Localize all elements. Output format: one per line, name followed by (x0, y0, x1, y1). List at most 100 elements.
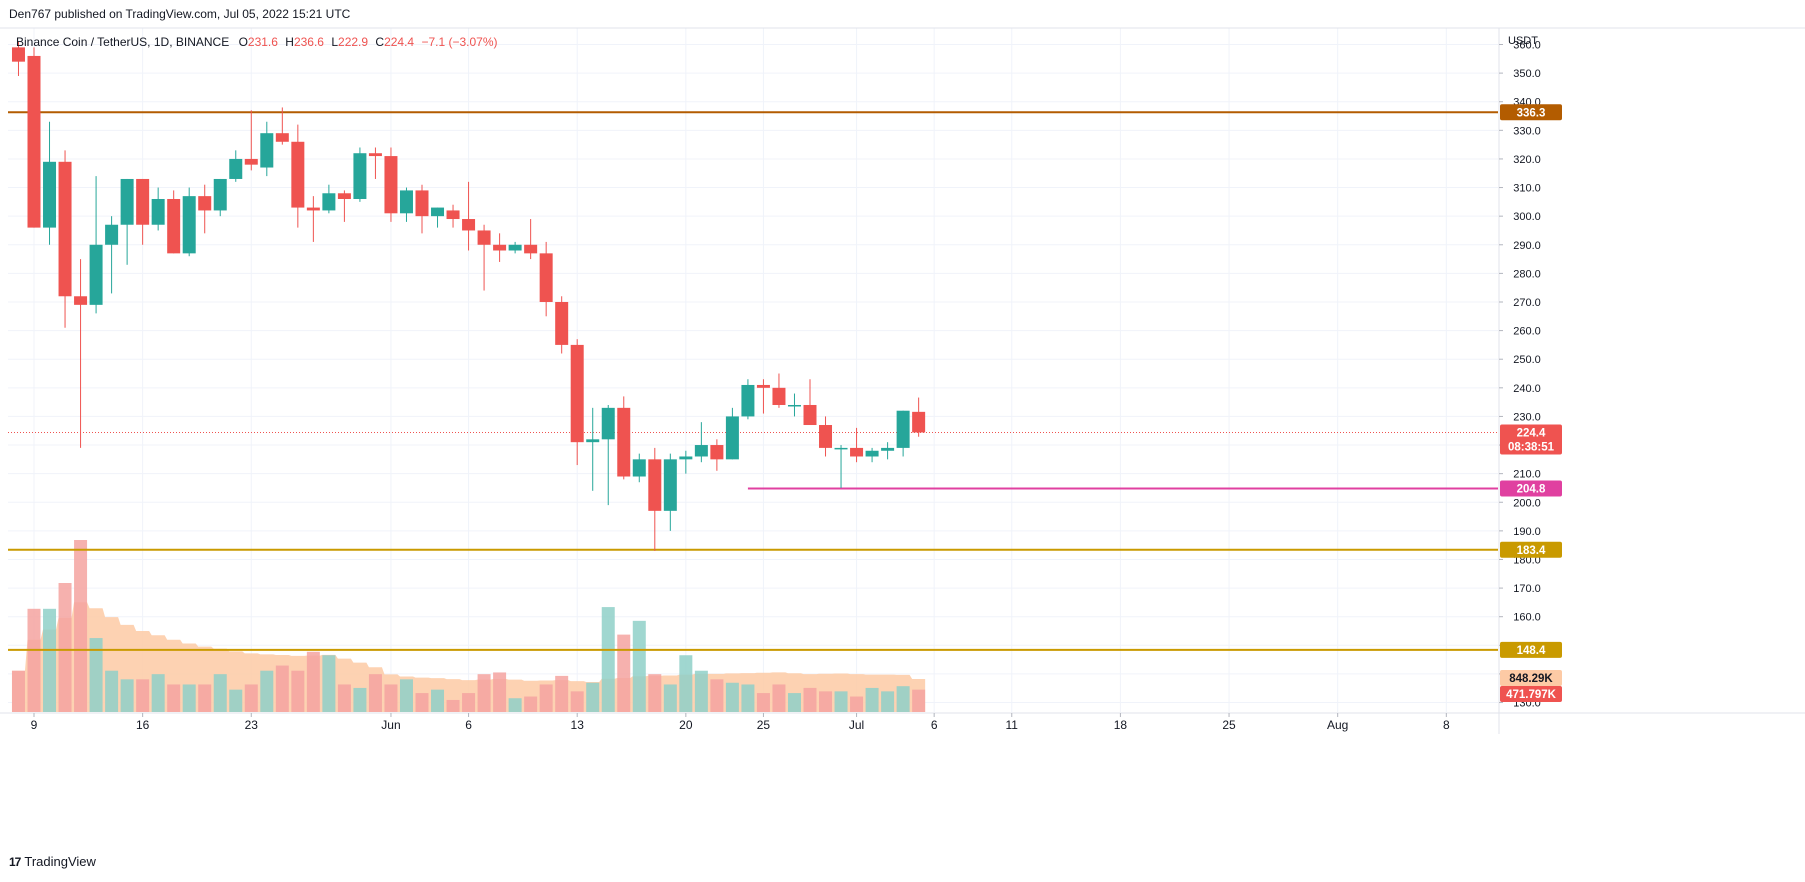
volume-bar (384, 684, 398, 712)
last-price-badge: 224.4 08:38:51 (1500, 424, 1562, 455)
candle-body (275, 133, 289, 142)
price-tick-label: 260.0 (1513, 326, 1541, 338)
time-tick-label: Jun (381, 718, 400, 732)
price-tick-label: 300.0 (1513, 211, 1541, 223)
candle-body (213, 178, 227, 211)
symbol-title[interactable]: Binance Coin / TetherUS, 1D, BINANCE (16, 35, 230, 49)
candle-body (648, 459, 662, 511)
candle-body (198, 196, 212, 211)
volume-bar (663, 684, 677, 712)
candle-body (694, 445, 708, 457)
footer-brand[interactable]: 17 TradingView (9, 854, 96, 869)
candle-body (322, 193, 336, 211)
volume-bar (353, 687, 367, 712)
price-axis: 130.0140.0150.0160.0170.0180.0190.0200.0… (1499, 35, 1541, 710)
volume-bar (43, 608, 57, 712)
volume-bar (586, 682, 600, 712)
low-value: 222.9 (338, 35, 369, 49)
volume-bar (850, 696, 864, 712)
volume-bar (11, 670, 25, 712)
volume-ma-badge-bg (1500, 670, 1562, 686)
candle-body (167, 198, 181, 254)
volume-bar (710, 679, 724, 712)
volume-bar (431, 689, 445, 712)
volume-bar (260, 670, 274, 712)
candle-body (43, 161, 57, 228)
time-tick-label: 20 (679, 718, 693, 732)
candle-body (229, 158, 243, 179)
candle-body (182, 196, 196, 254)
time-tick-label: 6 (465, 718, 472, 732)
time-tick-label: 16 (136, 718, 150, 732)
volume-bar (415, 693, 429, 712)
volume-bar (819, 691, 833, 712)
volume-bar (462, 693, 476, 712)
volume-bar (787, 693, 801, 712)
volume-bar (912, 689, 926, 712)
level-price-badge: 183.4 (1500, 541, 1562, 558)
volume-last-badge: 471.797K (1500, 686, 1562, 702)
candles-group (11, 41, 926, 551)
time-tick-label: 8 (1443, 718, 1450, 732)
candle-body (881, 447, 895, 451)
candle-body (120, 178, 134, 225)
time-tick-label: Jul (849, 718, 864, 732)
volume-bar (493, 672, 507, 712)
level-price-badge: 204.8 (1500, 480, 1562, 497)
time-tick-label: 18 (1114, 718, 1128, 732)
level-price-badge-text: 148.4 (1517, 645, 1546, 657)
price-tick-label: 190.0 (1513, 526, 1541, 538)
candle-body (260, 133, 274, 168)
candle-body (865, 450, 879, 457)
candle-body (756, 384, 770, 388)
candle-body (912, 411, 926, 433)
price-tick-label: 280.0 (1513, 268, 1541, 280)
volume-bar (632, 620, 646, 712)
price-tick-label: 330.0 (1513, 125, 1541, 137)
candle-body (524, 244, 538, 254)
volume-bar (368, 674, 382, 712)
volume-bar (539, 684, 553, 712)
last-price-badge-bg (1500, 424, 1562, 455)
price-tick-label: 290.0 (1513, 240, 1541, 252)
candle-body (446, 210, 460, 220)
time-axis: 9 16 23 Jun 6 13 20 25 Jul 6 11 18 25 Aug 8 (31, 713, 1450, 732)
volume-bar (725, 682, 739, 712)
time-tick-label: 11 (1006, 718, 1019, 732)
volume-bar (834, 691, 848, 712)
level-price-badge: 148.4 (1500, 641, 1562, 658)
volume-bar (306, 651, 320, 712)
price-tick-label: 160.0 (1513, 612, 1541, 624)
horizontal-lines (8, 111, 1498, 651)
time-tick-label: 9 (31, 718, 38, 732)
volume-bar (881, 691, 895, 712)
volume-bar (229, 689, 243, 712)
volume-bar (167, 684, 181, 712)
change-value: −7.1 (−3.07%) (421, 35, 498, 49)
candle-body (772, 387, 786, 405)
price-tick-label: 200.0 (1513, 497, 1541, 509)
candle-body (368, 153, 382, 157)
price-tick-label: 360.0 (1513, 40, 1541, 52)
candle-body (819, 425, 833, 448)
level-price-badge-text: 204.8 (1517, 484, 1546, 496)
candle-body (725, 416, 739, 460)
time-tick-label: 13 (571, 718, 585, 732)
volume-bar (617, 634, 631, 712)
level-price-badge-text: 336.3 (1517, 107, 1546, 119)
volume-bar (322, 655, 336, 712)
volume-bar (120, 679, 134, 712)
price-tick-label: 240.0 (1513, 383, 1541, 395)
volume-bar (74, 540, 88, 712)
volume-last-badge-bg (1500, 686, 1562, 702)
last-price-badge-text: 224.4 (1517, 427, 1546, 439)
candle-body (632, 459, 646, 477)
candle-body (306, 207, 320, 211)
level-price-badge-bg (1500, 641, 1562, 658)
time-tick-label: 23 (245, 718, 259, 732)
time-tick-label: 6 (931, 718, 938, 732)
candle-body (74, 296, 88, 305)
candle-body (58, 161, 72, 297)
candle-body (787, 404, 801, 407)
